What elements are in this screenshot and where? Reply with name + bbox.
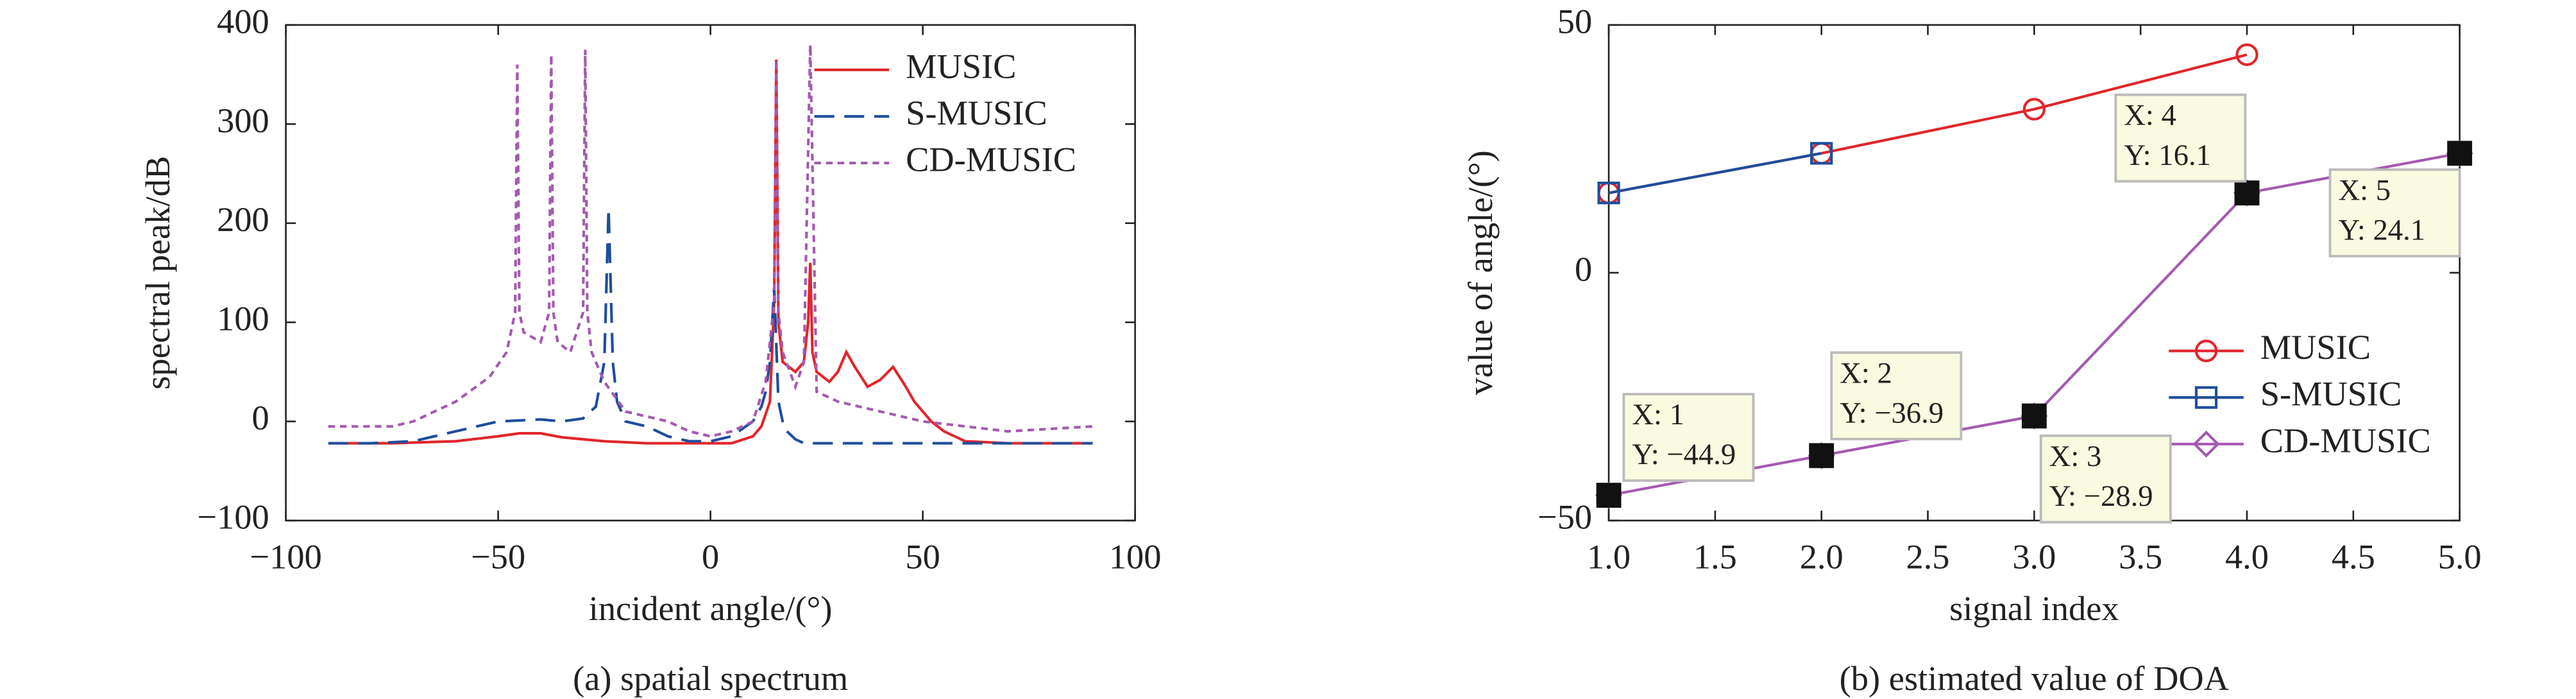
x-tick-label: 1.0 [1587,538,1631,576]
y-tick-label: 0 [252,399,269,437]
series-line [328,59,1093,445]
datatip-x: X: 4 [2124,99,2176,132]
marker [2022,98,2046,121]
chart: −100 −50 0 50 100 −100 0 100 200 300 400 incident a… [139,2,1162,697]
datatip-box [1830,351,1963,440]
datatip-x: X: 2 [1840,356,1892,390]
x-tick-label: 50 [905,538,940,576]
y-tick-label: −50 [1538,497,1592,536]
marker [1597,181,1620,205]
x-tick-label: 3.0 [2012,538,2056,576]
datatip-x: X: 3 [2049,440,2102,473]
datatip-box [2039,434,2172,524]
datatip-marker [2234,180,2260,206]
y-axis-label: value of angle/(°) [1461,150,1500,395]
chart: 1.0 1.5 2.0 2.5 3.0 3.5 4.0 4.5 5.0 −50 0 50 signal … [1461,2,2481,697]
x-tick-label: 2.5 [1906,538,1950,576]
marker [1810,142,1833,165]
x-tick-label: −100 [250,538,321,576]
legend-marker [2192,430,2220,458]
series-line [328,208,1093,445]
datatip-marker [2447,141,2473,166]
x-tick-label: 0 [702,538,719,576]
y-tick-label: 300 [217,101,269,140]
legend-label: CD-MUSIC [906,140,1076,178]
legend-label: MUSIC [906,47,1016,85]
legend-marker [2194,340,2218,363]
x-tick-label: −50 [471,538,525,576]
y-tick-label: 0 [1575,250,1592,288]
legend-label: CD-MUSIC [2260,421,2431,460]
datatip-box [1622,393,1755,482]
datatip-box [2328,168,2461,257]
x-tick-label: 1.5 [1693,538,1737,576]
marker [2235,43,2258,66]
legend-label: MUSIC [2260,328,2371,367]
y-axis-label: spectral peak/dB [139,156,177,390]
x-axis-label: incident angle/(°) [589,589,833,628]
x-tick-label: 5.0 [2438,538,2482,576]
datatip-marker [1809,443,1835,469]
legend-label: S-MUSIC [906,94,1047,132]
series-line [328,44,1093,438]
x-tick-label: 4.0 [2225,538,2269,576]
datatip-y: Y: −28.9 [2049,479,2153,513]
datatip-x: X: 1 [1632,398,1684,431]
y-tick-label: 50 [1557,2,1592,40]
datatip-y: Y: 16.1 [2124,139,2211,172]
legend-label: S-MUSIC [2260,375,2402,413]
datatip-box [2114,93,2247,183]
y-tick-label: 400 [217,2,269,40]
x-axis-label: signal index [1949,589,2119,628]
datatip-y: Y: −36.9 [1840,396,1944,429]
x-tick-label: 100 [1109,538,1162,576]
datatip-x: X: 5 [2338,173,2391,207]
datatip-y: Y: 24.1 [2338,213,2425,246]
legend-marker [2194,386,2218,409]
x-tick-label: 4.5 [2332,538,2375,576]
y-tick-label: 100 [217,300,269,338]
datatip-marker [1596,483,1622,508]
caption: (a) spatial spectrum [573,659,848,698]
datatip-y: Y: −44.9 [1632,438,1736,471]
datatip-marker [2021,403,2047,429]
y-tick-label: −100 [197,497,269,536]
series-line [1608,151,1822,194]
y-tick-label: 200 [217,200,269,239]
caption: (b) estimated value of DOA [1840,659,2229,698]
x-tick-label: 2.0 [1800,538,1843,576]
x-tick-label: 3.5 [2119,538,2162,576]
